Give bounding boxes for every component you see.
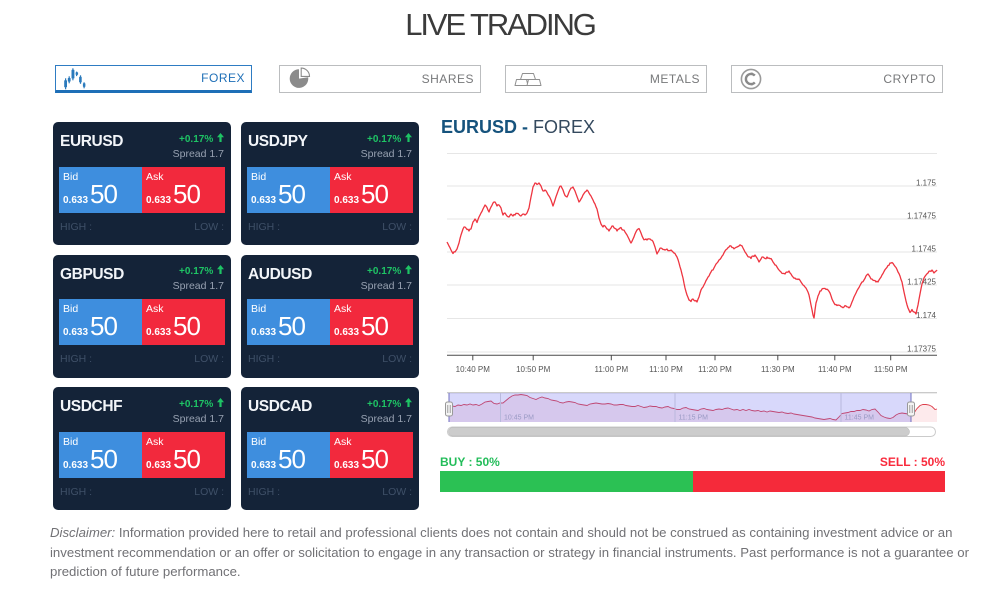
svg-text:10:40 PM: 10:40 PM [456, 365, 491, 374]
svg-text:1.175: 1.175 [916, 179, 937, 188]
svg-text:1.17475: 1.17475 [907, 212, 936, 221]
svg-text:11:40 PM: 11:40 PM [818, 365, 852, 374]
svg-text:1.17375: 1.17375 [907, 345, 936, 354]
svg-text:11:20 PM: 11:20 PM [698, 365, 732, 374]
svg-text:11:00 PM: 11:00 PM [594, 365, 628, 374]
svg-text:11:10 PM: 11:10 PM [649, 365, 683, 374]
svg-text:1.1745: 1.1745 [912, 245, 937, 254]
svg-text:10:50 PM: 10:50 PM [516, 365, 551, 374]
svg-text:1.17425: 1.17425 [907, 278, 936, 287]
svg-text:1.174: 1.174 [916, 311, 937, 320]
svg-text:10:45 PM: 10:45 PM [504, 415, 534, 422]
svg-text:11:45 PM: 11:45 PM [845, 415, 875, 422]
svg-text:11:30 PM: 11:30 PM [761, 365, 795, 374]
svg-text:11:15 PM: 11:15 PM [679, 415, 709, 422]
svg-text:11:50 PM: 11:50 PM [874, 365, 908, 374]
